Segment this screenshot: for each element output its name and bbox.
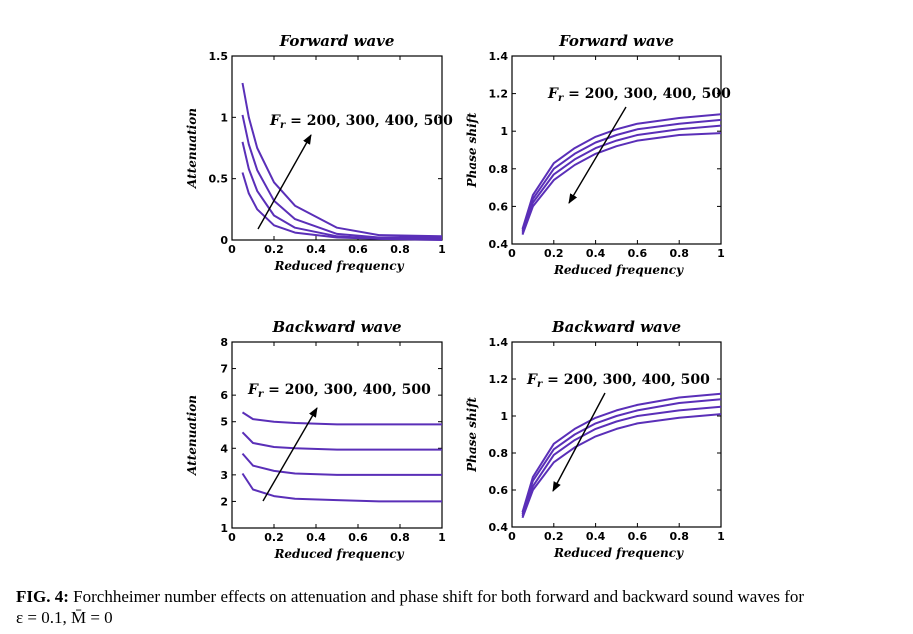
series-line-1 (241, 472, 442, 503)
figure-caption: FIG. 4: Forchheimer number effects on at… (16, 586, 906, 628)
y-tick-label: 1.2 (489, 373, 509, 386)
plot-frame (231, 341, 443, 529)
y-tick-label: 1 (500, 410, 508, 423)
chart-panel-1: 0 0.2 0.4 0.6 0.8 1 0 0.5 1 1.5 Forward wave Reduce… (185, 32, 453, 273)
y-tick-label: 6 (220, 389, 228, 402)
forchheimer-annotation: Fr = 200, 300, 400, 500 (269, 113, 453, 131)
y-tick-label: 1 (220, 111, 228, 124)
y-tick-label: 7 (220, 363, 228, 376)
y-tick-label: 0.8 (489, 447, 509, 460)
x-tick-label: 0.4 (586, 530, 606, 543)
forchheimer-annotation: Fr = 200, 300, 400, 500 (247, 382, 431, 400)
x-tick-label: 0.6 (348, 531, 368, 544)
y-tick-label: 0.8 (489, 163, 509, 176)
caption-text: Forchheimer number effects on attenuatio… (73, 587, 805, 606)
y-tick-label: 5 (220, 416, 228, 429)
caption-colon: : (63, 587, 69, 606)
x-tick-label: 0.6 (628, 247, 648, 260)
y-tick-label: 1 (220, 522, 228, 535)
x-tick-label: 1 (438, 243, 446, 256)
y-tick-label: 1.4 (489, 336, 509, 349)
x-axis-label: Reduced frequency (553, 546, 684, 560)
y-axis-label: Phase shift (465, 112, 479, 188)
y-tick-label: 0.6 (489, 200, 509, 213)
y-tick-label: 0.4 (489, 238, 509, 251)
series-line-3 (241, 431, 442, 451)
y-tick-label: 8 (220, 336, 228, 349)
x-tick-label: 0.6 (348, 243, 368, 256)
x-tick-label: 0.2 (544, 247, 564, 260)
chart-panel-3: 0 0.2 0.4 0.6 0.8 1 1 2 3 4 5 6 7 8 Backward wave Reduc… (185, 318, 446, 561)
x-tick-label: 1 (717, 530, 725, 543)
x-tick-label: 0.2 (264, 243, 284, 256)
series-line-3 (241, 114, 442, 239)
series-line-1 (521, 392, 722, 513)
x-tick-label: 0 (228, 243, 236, 256)
trend-arrow (552, 392, 606, 492)
series-line-2 (521, 398, 722, 515)
caption-parameters: ε = 0.1, M̄ = 0 (16, 608, 113, 627)
x-tick-label: 0 (508, 530, 516, 543)
x-tick-label: 0.4 (306, 243, 326, 256)
forchheimer-annotation: Fr = 200, 300, 400, 500 (547, 86, 731, 104)
chart-title: Backward wave (271, 318, 401, 336)
x-axis-label: Reduced frequency (273, 547, 404, 561)
chart-panel-2: 0 0.2 0.4 0.6 0.8 1 0.4 0.6 0.8 1 1.2 1.4 Forward wa… (465, 32, 731, 277)
series-line-4 (241, 82, 443, 238)
series-line-3 (521, 124, 722, 234)
x-tick-label: 0.2 (544, 530, 564, 543)
chart-title: Forward wave (558, 32, 674, 50)
y-tick-label: 1 (500, 125, 508, 138)
chart-title: Backward wave (551, 318, 681, 336)
plot-frame (511, 341, 722, 528)
forchheimer-annotation: Fr = 200, 300, 400, 500 (526, 372, 710, 390)
y-axis-label: Attenuation (185, 395, 199, 476)
series-line-3 (521, 405, 722, 517)
y-tick-label: 1.5 (209, 50, 229, 63)
x-tick-label: 0.8 (390, 531, 410, 544)
x-tick-label: 0.4 (586, 247, 606, 260)
plot-frame (511, 55, 722, 245)
x-tick-label: 0.8 (669, 247, 689, 260)
y-tick-label: 0 (220, 234, 228, 247)
y-tick-label: 4 (220, 442, 228, 455)
series-line-4 (241, 411, 442, 426)
y-tick-label: 0.4 (489, 521, 509, 534)
plot-frame (231, 55, 443, 241)
chart-title: Forward wave (279, 32, 395, 50)
x-tick-label: 0 (508, 247, 516, 260)
y-tick-label: 1.2 (489, 88, 509, 101)
x-tick-label: 0.4 (306, 531, 326, 544)
y-tick-label: 0.5 (209, 173, 229, 186)
x-tick-label: 0.8 (669, 530, 689, 543)
x-tick-label: 0.6 (628, 530, 648, 543)
x-tick-label: 0 (228, 531, 236, 544)
y-tick-label: 0.6 (489, 484, 509, 497)
series-line-1 (521, 113, 722, 230)
series-line-4 (521, 132, 722, 235)
series-line-2 (241, 452, 442, 476)
trend-arrow (568, 106, 627, 204)
x-axis-label: Reduced frequency (273, 259, 404, 273)
trend-arrow (257, 134, 312, 230)
y-tick-label: 3 (220, 469, 228, 482)
x-tick-label: 0.2 (264, 531, 284, 544)
x-tick-label: 1 (717, 247, 725, 260)
chart-panel-4: 0 0.2 0.4 0.6 0.8 1 0.4 0.6 0.8 1 1.2 1.4 Backward w… (465, 318, 725, 560)
series-line-2 (521, 118, 722, 232)
y-tick-label: 1.4 (489, 50, 509, 63)
x-axis-label: Reduced frequency (553, 263, 684, 277)
y-tick-label: 2 (220, 495, 228, 508)
x-tick-label: 0.8 (390, 243, 410, 256)
y-axis-label: Attenuation (185, 108, 199, 189)
series-line-4 (521, 413, 722, 519)
trend-arrow (262, 407, 318, 502)
caption-label: FIG. 4 (16, 587, 64, 606)
y-axis-label: Phase shift (465, 397, 479, 473)
x-tick-label: 1 (438, 531, 446, 544)
series-line-1 (241, 172, 443, 241)
series-line-2 (241, 141, 442, 240)
